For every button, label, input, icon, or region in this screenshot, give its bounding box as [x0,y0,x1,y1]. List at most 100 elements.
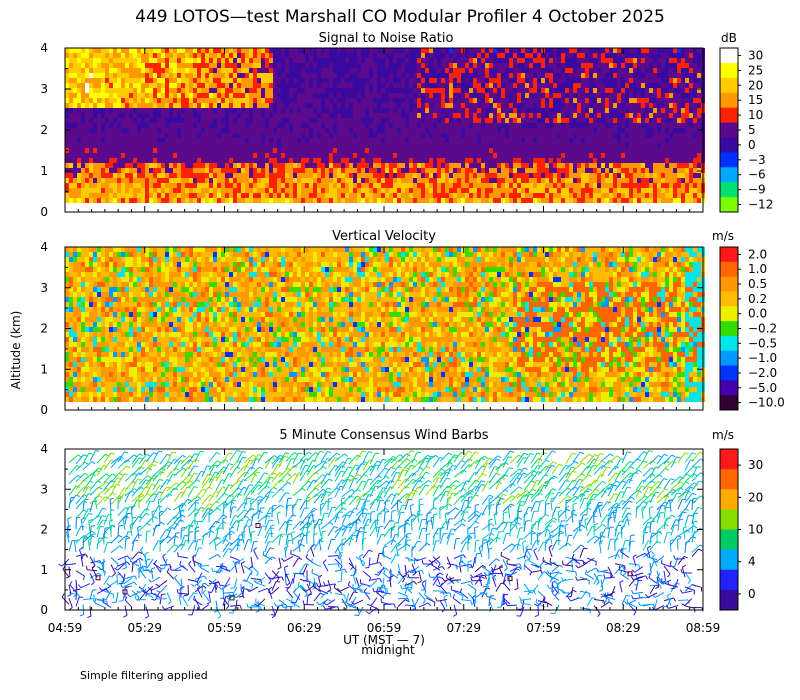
snr-cell [513,123,517,128]
snr-cell [569,198,573,203]
snr-cell [349,108,353,113]
snr-cell [497,133,501,138]
snr-cell [85,78,89,83]
snr-cell [417,48,421,53]
snr-cell [421,78,425,83]
snr-cell [145,163,149,168]
snr-cell [493,168,497,173]
snr-cell [105,98,109,103]
snr-cell [469,113,473,118]
snr-cell [289,108,293,113]
snr-cell [217,73,221,78]
y-axis-label: Altitude (km) [9,311,23,390]
snr-cell [161,163,165,168]
snr-cell [485,113,489,118]
snr-cell [633,93,637,98]
y-tick-label: 1 [40,164,48,178]
snr-cell [665,158,669,163]
snr-cell [137,108,141,113]
snr-cell [473,128,477,133]
snr-cell [117,143,121,148]
snr-cell [269,63,273,68]
snr-cell [585,158,589,163]
snr-cell [665,63,669,68]
snr-cell [585,123,589,128]
snr-cell [529,148,533,153]
snr-cell [373,88,377,93]
snr-cell [257,73,261,78]
snr-cell [265,63,269,68]
snr-cell [385,193,389,198]
snr-cell [417,148,421,153]
snr-cell [365,58,369,63]
snr-cell [373,113,377,118]
snr-cell [597,183,601,188]
snr-cell [485,108,489,113]
snr-cell [465,58,469,63]
snr-cell [357,193,361,198]
snr-cell [337,193,341,198]
snr-cell [521,98,525,103]
snr-cell [485,128,489,133]
snr-cell [109,63,113,68]
snr-cell [197,118,201,123]
snr-cell [109,103,113,108]
snr-cell [237,118,241,123]
snr-cell [377,178,381,183]
snr-cell [317,113,321,118]
snr-cell [605,53,609,58]
snr-cell [565,63,569,68]
snr-cell [689,108,693,113]
snr-cell [301,63,305,68]
snr-cell [477,158,481,163]
snr-cell [485,183,489,188]
snr-cell [581,143,585,148]
snr-cell [681,88,685,93]
snr-cell [109,173,113,178]
snr-cell [565,158,569,163]
snr-cell [437,78,441,83]
snr-cell [181,148,185,153]
snr-cell [561,53,565,58]
snr-cell [237,53,241,58]
snr-cell [525,193,529,198]
snr-cell [657,183,661,188]
snr-cell [341,108,345,113]
snr-cell [245,63,249,68]
snr-cell [185,88,189,93]
snr-cell [521,83,525,88]
snr-cell [569,78,573,83]
snr-cell [501,198,505,203]
snr-cell [305,108,309,113]
snr-cell [221,58,225,63]
snr-cell [165,143,169,148]
snr-cell [285,138,289,143]
snr-cell [141,158,145,163]
snr-cell [641,118,645,123]
snr-cell [253,58,257,63]
snr-cell [577,93,581,98]
snr-cell [537,88,541,93]
snr-cell [393,88,397,93]
snr-cell [377,163,381,168]
snr-cell [361,173,365,178]
snr-cell [81,78,85,83]
snr-cell [529,108,533,113]
snr-cell [129,98,133,103]
snr-cell [353,173,357,178]
snr-cell [345,63,349,68]
snr-cell [241,98,245,103]
snr-cell [469,53,473,58]
snr-cell [409,98,413,103]
snr-cell [225,78,229,83]
snr-cell [93,143,97,148]
snr-cell [173,103,177,108]
snr-cell [189,98,193,103]
snr-cell [125,58,129,63]
snr-cell [393,73,397,78]
snr-cell [637,123,641,128]
snr-cell [597,173,601,178]
snr-cell [221,178,225,183]
snr-cell [457,118,461,123]
snr-cell [285,183,289,188]
